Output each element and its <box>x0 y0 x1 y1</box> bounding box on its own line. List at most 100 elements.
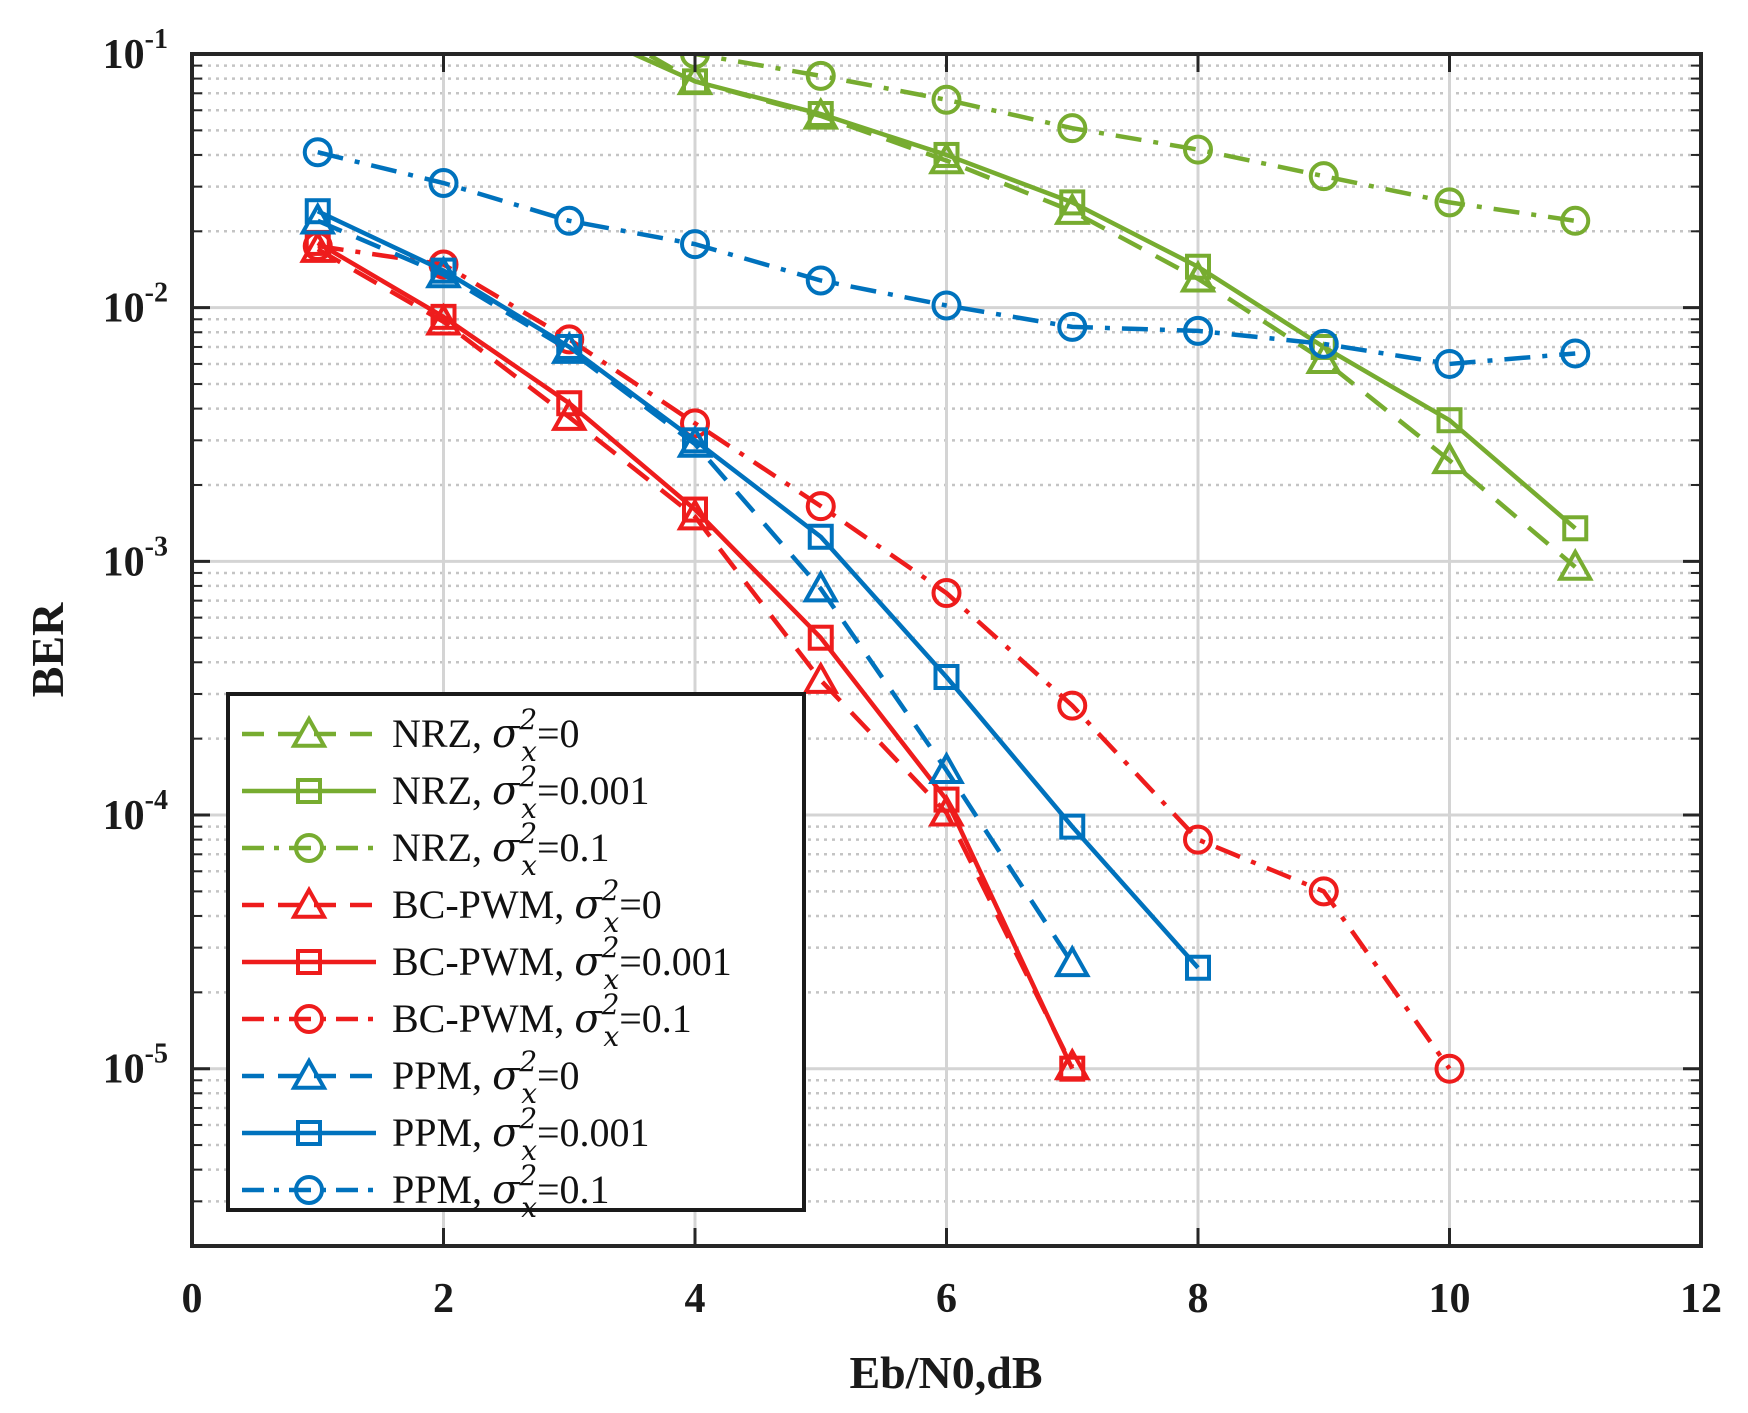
data-point-marker <box>805 491 836 522</box>
legend-marker <box>290 714 328 748</box>
series-ppm-7 <box>304 198 1211 981</box>
data-point-marker <box>928 751 965 785</box>
data-point-marker <box>304 198 331 225</box>
data-point-marker <box>1053 944 1091 978</box>
data-point-marker <box>428 168 459 199</box>
y-tick-label: 10-1 <box>103 24 168 78</box>
data-point-marker <box>1436 407 1463 434</box>
data-point-marker <box>1562 515 1589 542</box>
legend-entry: NRZ, σ2 x=0 <box>242 703 580 768</box>
series-bc-pwm-4 <box>304 229 1086 1082</box>
y-tick-label: 10-4 <box>103 785 168 839</box>
data-point-marker <box>1185 253 1211 280</box>
data-point-marker <box>556 333 583 360</box>
legend-entry: NRZ, σ2 x=0.1 <box>242 817 610 882</box>
ticks <box>190 52 1703 1247</box>
y-tick-label: 10-2 <box>103 278 168 332</box>
data-point-marker <box>682 427 708 454</box>
data-point-marker <box>302 137 333 168</box>
legend-entry: PPM, σ2 x=0 <box>242 1045 580 1110</box>
data-point-marker <box>1434 1053 1465 1084</box>
legend-entry: NRZ, σ2 x=0.001 <box>242 760 650 825</box>
data-point-marker <box>556 390 583 417</box>
data-point-marker <box>1560 338 1591 369</box>
legend-label: BC-PWM, σ2 x=0.001 <box>392 931 732 996</box>
data-point-marker <box>1057 690 1088 721</box>
x-tick-label: 4 <box>685 1276 706 1322</box>
data-point-marker <box>1431 441 1468 475</box>
legend-label: PPM, σ2 x=0 <box>392 1045 580 1110</box>
data-point-marker <box>676 424 714 458</box>
series-line <box>642 54 1577 569</box>
data-point-marker <box>430 257 457 284</box>
data-point-marker <box>1183 134 1213 165</box>
data-point-marker <box>805 60 836 91</box>
legend-entry: BC-PWM, σ2 x=0.1 <box>242 988 692 1053</box>
data-point-marker <box>1053 192 1091 225</box>
series-nrz-2 <box>680 54 1591 236</box>
data-point-marker <box>430 303 457 330</box>
series-line <box>316 240 1075 1070</box>
data-point-marker <box>933 664 960 691</box>
data-point-marker <box>1183 824 1213 855</box>
legend-marker <box>296 949 322 975</box>
x-tick-label: 8 <box>1188 1276 1209 1322</box>
data-point-marker <box>802 569 840 603</box>
data-point-marker <box>299 201 337 235</box>
series-line <box>316 247 1075 1068</box>
x-tick-label: 0 <box>182 1276 203 1322</box>
legend-label: NRZ, σ2 x=0.1 <box>392 817 610 882</box>
data-point-marker <box>1434 348 1465 379</box>
data-point-marker <box>1185 954 1211 981</box>
data-point-marker <box>1434 187 1465 218</box>
series-ppm-8 <box>302 137 1591 379</box>
x-tick-label: 10 <box>1429 1276 1471 1322</box>
data-point-marker <box>931 578 962 609</box>
series-group <box>299 54 1594 1084</box>
series-line <box>316 218 1075 965</box>
tick-labels: 10-5 10-4 10-3 10-2 10-1 0 2 4 6 8 10 12 <box>103 24 1722 1322</box>
data-point-marker <box>805 265 836 296</box>
data-point-marker <box>931 84 962 115</box>
data-point-marker <box>1308 876 1339 907</box>
data-point-marker <box>1308 328 1339 359</box>
data-point-marker <box>682 496 708 523</box>
data-point-marker <box>554 205 585 236</box>
data-point-marker <box>1556 547 1594 581</box>
legend-marker <box>296 778 322 804</box>
data-point-marker <box>802 661 840 694</box>
data-point-marker <box>1560 205 1591 236</box>
legend-entry: BC-PWM, σ2 x=0.001 <box>242 931 732 996</box>
legend-marker <box>290 885 328 919</box>
data-point-marker <box>1059 1055 1086 1082</box>
legend-label: BC-PWM, σ2 x=0.1 <box>392 988 692 1053</box>
data-point-marker <box>1057 113 1088 144</box>
legend-marker <box>294 1175 324 1205</box>
legend-marker <box>294 833 324 863</box>
data-point-marker <box>1308 161 1339 192</box>
y-tick-label: 10-5 <box>103 1039 168 1093</box>
series-line <box>628 54 1577 530</box>
series-line <box>317 150 1576 367</box>
legend-marker <box>296 1120 322 1146</box>
data-point-marker <box>807 624 834 651</box>
x-axis-label: Eb/N0,dB <box>849 1347 1042 1398</box>
x-tick-label: 6 <box>936 1276 957 1322</box>
legend-label: BC-PWM, σ2 x=0 <box>392 874 662 939</box>
data-point-marker <box>1059 813 1086 840</box>
data-point-marker <box>807 101 834 128</box>
y-axis-label: BER <box>22 602 73 697</box>
legend-label: NRZ, σ2 x=0.001 <box>392 760 650 825</box>
data-point-marker <box>550 331 588 364</box>
legend-marker <box>290 1056 328 1090</box>
data-point-marker <box>680 408 710 439</box>
legend-label: NRZ, σ2 x=0 <box>392 703 580 768</box>
legend-entry: PPM, σ2 x=0.1 <box>242 1159 610 1224</box>
data-point-marker <box>1057 311 1088 342</box>
x-tick-label: 2 <box>433 1276 454 1322</box>
data-point-marker <box>807 523 834 550</box>
legend-entry: BC-PWM, σ2 x=0 <box>242 874 662 939</box>
data-point-marker <box>680 229 710 260</box>
series-ppm-6 <box>299 201 1091 978</box>
